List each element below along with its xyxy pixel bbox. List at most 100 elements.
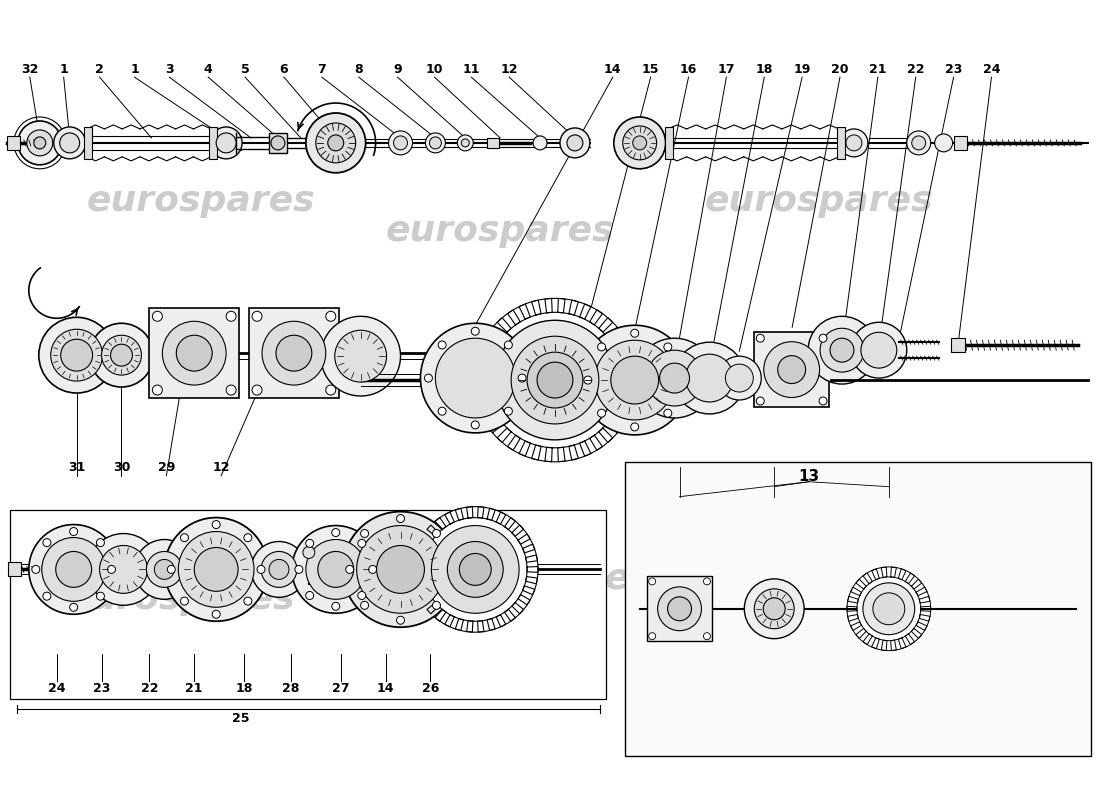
Circle shape: [473, 298, 637, 462]
Bar: [625, 462, 1091, 756]
Text: 23: 23: [945, 62, 962, 76]
Circle shape: [584, 376, 592, 384]
Bar: [664, 127, 672, 159]
Circle shape: [18, 121, 62, 165]
Circle shape: [43, 538, 51, 546]
Circle shape: [537, 362, 573, 398]
Circle shape: [471, 421, 480, 429]
Circle shape: [167, 566, 175, 574]
Circle shape: [358, 539, 366, 547]
Text: 21: 21: [869, 62, 887, 76]
Bar: [8, 562, 21, 576]
Circle shape: [306, 591, 313, 599]
Text: 31: 31: [68, 462, 86, 474]
Text: 11: 11: [462, 62, 480, 76]
Circle shape: [429, 137, 441, 149]
Circle shape: [361, 602, 368, 610]
Circle shape: [614, 117, 666, 169]
Circle shape: [830, 338, 854, 362]
Circle shape: [270, 559, 289, 579]
Circle shape: [438, 341, 447, 349]
Circle shape: [597, 343, 606, 351]
Circle shape: [108, 566, 115, 574]
Circle shape: [295, 566, 302, 574]
Circle shape: [820, 334, 827, 342]
Circle shape: [495, 320, 615, 440]
Circle shape: [195, 547, 238, 591]
Bar: [84, 127, 91, 159]
Text: 16: 16: [680, 62, 697, 76]
Text: 10: 10: [426, 62, 443, 76]
Circle shape: [153, 311, 163, 322]
Circle shape: [69, 527, 78, 535]
Circle shape: [426, 133, 446, 153]
Circle shape: [425, 374, 432, 382]
Circle shape: [460, 554, 492, 586]
Circle shape: [257, 566, 265, 574]
Circle shape: [649, 578, 656, 585]
Circle shape: [632, 136, 647, 150]
Circle shape: [505, 341, 513, 349]
Circle shape: [861, 332, 896, 368]
Bar: [487, 138, 499, 148]
Circle shape: [306, 539, 313, 547]
Circle shape: [660, 363, 690, 393]
Circle shape: [376, 546, 425, 594]
Circle shape: [54, 127, 86, 159]
Circle shape: [69, 603, 78, 611]
Circle shape: [458, 135, 473, 151]
Circle shape: [431, 526, 519, 614]
Circle shape: [306, 539, 365, 599]
Circle shape: [906, 131, 931, 155]
Circle shape: [704, 633, 711, 640]
Bar: [954, 136, 967, 150]
Text: 6: 6: [279, 62, 288, 76]
Circle shape: [630, 330, 639, 338]
Text: 22: 22: [141, 682, 158, 695]
Circle shape: [436, 338, 515, 418]
Circle shape: [334, 330, 386, 382]
Bar: [150, 308, 239, 398]
Text: 13: 13: [799, 470, 820, 484]
Text: 23: 23: [92, 682, 110, 695]
Text: 12: 12: [212, 462, 230, 474]
Circle shape: [808, 316, 876, 384]
Text: 32: 32: [21, 62, 38, 76]
Circle shape: [647, 350, 703, 406]
Circle shape: [34, 137, 46, 149]
Circle shape: [134, 539, 195, 599]
Circle shape: [261, 551, 297, 587]
Circle shape: [345, 566, 354, 574]
Circle shape: [778, 356, 805, 383]
Circle shape: [262, 322, 326, 385]
Text: 15: 15: [642, 62, 659, 76]
Circle shape: [505, 407, 513, 415]
Circle shape: [97, 538, 104, 546]
Circle shape: [89, 323, 153, 387]
Circle shape: [276, 335, 311, 371]
Text: 3: 3: [165, 62, 174, 76]
Circle shape: [178, 531, 254, 607]
Circle shape: [623, 126, 657, 160]
Circle shape: [321, 316, 400, 396]
Circle shape: [388, 131, 412, 155]
Circle shape: [60, 339, 92, 371]
Text: 21: 21: [186, 682, 204, 695]
Circle shape: [745, 579, 804, 638]
Circle shape: [210, 127, 242, 159]
Circle shape: [326, 311, 336, 322]
Circle shape: [251, 542, 307, 598]
Circle shape: [658, 587, 702, 630]
Circle shape: [424, 518, 527, 622]
Text: 19: 19: [793, 62, 811, 76]
Circle shape: [412, 506, 538, 632]
Bar: [647, 576, 712, 641]
Circle shape: [356, 526, 444, 614]
Circle shape: [566, 135, 583, 151]
Circle shape: [560, 128, 590, 158]
Circle shape: [512, 336, 598, 424]
Circle shape: [673, 342, 746, 414]
Text: 18: 18: [235, 682, 253, 695]
Circle shape: [396, 514, 405, 522]
Text: eurospares: eurospares: [386, 214, 615, 247]
